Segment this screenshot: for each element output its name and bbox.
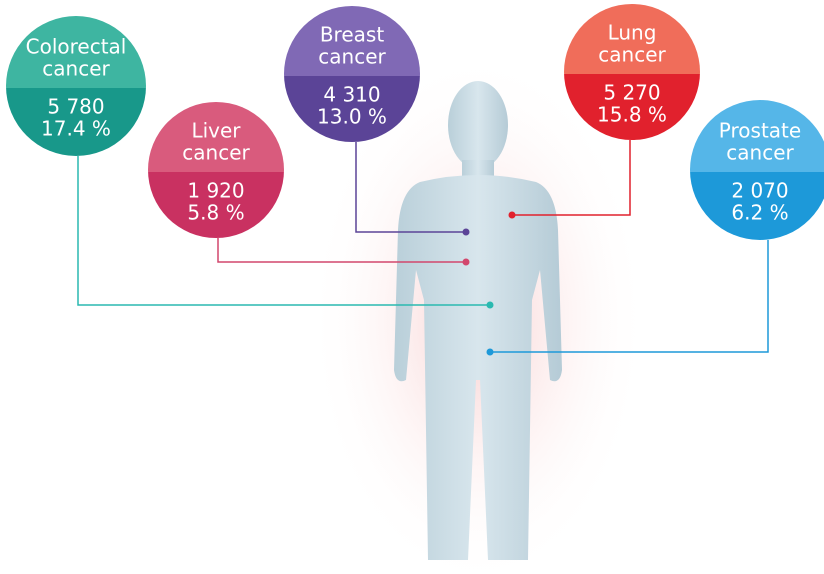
node-count: 5 270: [603, 81, 660, 105]
connector: [490, 240, 769, 353]
node-percent: 17.4 %: [41, 117, 111, 141]
node-label: cancer: [42, 57, 110, 81]
node-label: Lung: [608, 21, 657, 45]
node-count: 5 780: [47, 95, 104, 119]
marker-dot: [486, 301, 494, 309]
connector: [217, 238, 466, 263]
marker-dot: [508, 211, 516, 219]
marker-dot: [462, 258, 470, 266]
node-label: cancer: [318, 45, 386, 69]
marker-dot: [486, 348, 494, 356]
body-figure: [394, 81, 562, 560]
node-label: Colorectal: [26, 35, 127, 59]
node-label: cancer: [598, 43, 666, 67]
node-label: cancer: [182, 141, 250, 165]
connector: [355, 142, 466, 233]
connector: [512, 140, 631, 216]
node-label: Liver: [191, 119, 241, 143]
node-count: 4 310: [323, 83, 380, 107]
node-count: 1 920: [187, 179, 244, 203]
node-count: 2 070: [731, 179, 788, 203]
node-label: Breast: [320, 23, 384, 47]
node-label: cancer: [726, 141, 794, 165]
node-percent: 13.0 %: [317, 105, 387, 129]
node-percent: 15.8 %: [597, 103, 667, 127]
node-percent: 6.2 %: [731, 201, 788, 225]
marker-dot: [462, 228, 470, 236]
connector: [77, 156, 490, 306]
node-label: Prostate: [719, 119, 801, 143]
node-percent: 5.8 %: [187, 201, 244, 225]
